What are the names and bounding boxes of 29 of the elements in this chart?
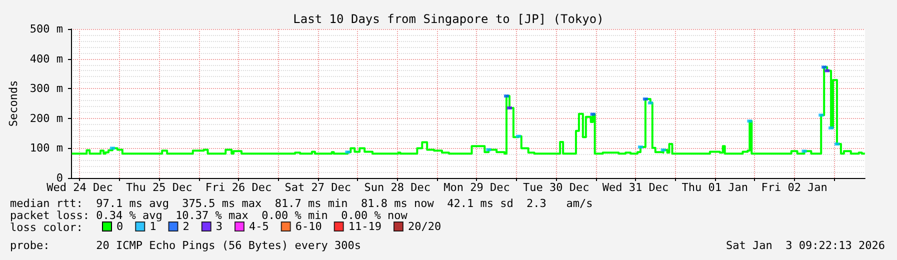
text: Sat Jan 3 09:22:13 2026 (726, 239, 886, 252)
legend-label: 3 (216, 220, 222, 233)
y-tick-label: 100 m (30, 142, 64, 155)
legend-label: 1 (150, 220, 156, 233)
x-tick-label: Tue 30 Dec (523, 181, 590, 194)
x-tick-label: Fri 26 Dec (205, 181, 272, 194)
x-tick-label: Wed 31 Dec (602, 181, 669, 194)
legend-label: 4-5 (248, 220, 269, 233)
text: median rtt: 97.1 ms avg 375.5 ms max 81.7 ms min 81.8 ms now 42.1 ms sd 2.3 am/s (10, 197, 593, 210)
x-tick-label: Mon 29 Dec (444, 181, 510, 194)
y-tick-label: 400 m (30, 52, 64, 66)
y-tick-label: 200 m (30, 112, 64, 125)
legend-label: 20/20 (408, 220, 442, 233)
x-tick-label: Sat 27 Dec (284, 181, 352, 194)
text: probe: 20 ICMP Echo Pings (56 Bytes) every 300s (10, 239, 361, 252)
legend-label: 11-19 (348, 220, 382, 233)
y-tick-label: 300 m (30, 82, 64, 96)
legend-title: loss color: (10, 221, 83, 234)
y-axis-title: Seconds (7, 80, 20, 127)
y-tick-label: 500 m (30, 22, 64, 36)
legend-label: 2 (182, 220, 190, 233)
text: packet loss: 0.34 % avg 10.37 % max 0.00 % min 0.00 % now (10, 209, 408, 222)
x-tick-label: Fri 02 Jan (761, 181, 828, 194)
legend-label: 6-10 (295, 220, 322, 233)
legend-label: 0 (116, 220, 124, 233)
x-tick-label: Thu 01 Jan (682, 181, 748, 194)
x-tick-label: Thu 25 Dec (126, 181, 192, 194)
chart-title: Last 10 Days from Singapore to [JP] (Tokyo) (293, 12, 604, 26)
x-tick-label: Sun 28 Dec (364, 181, 430, 194)
